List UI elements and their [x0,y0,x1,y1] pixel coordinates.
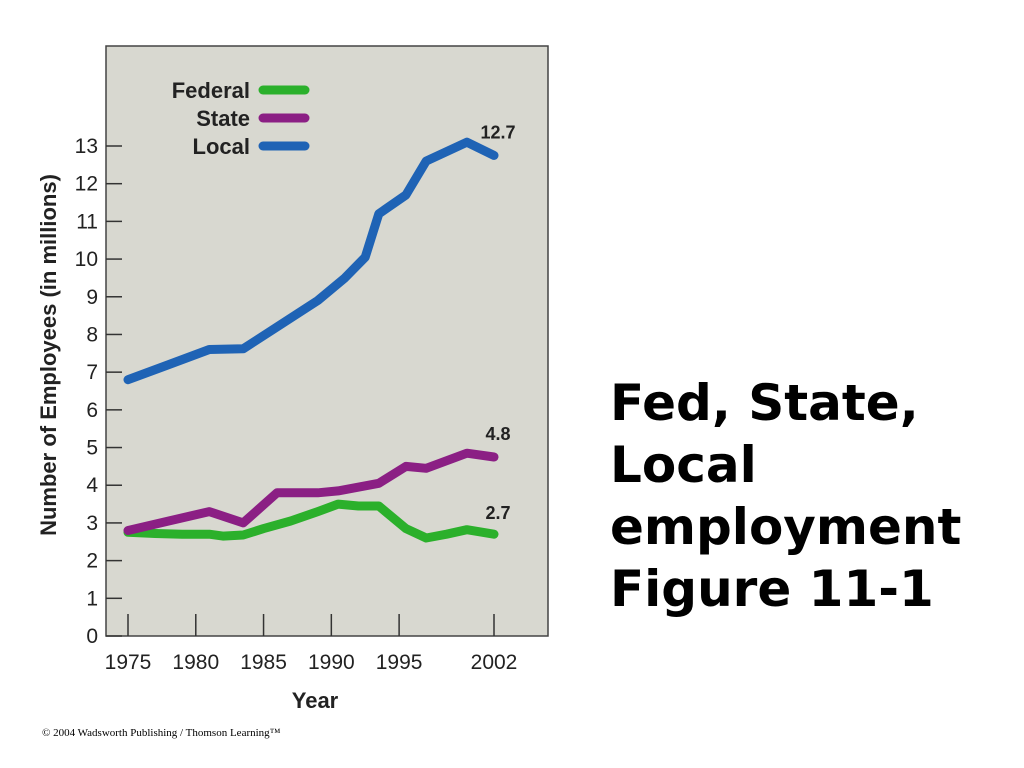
slide-title: Fed, State, Local employment Figure 11-1 [610,372,1010,620]
x-tick-label: 1980 [172,651,219,674]
y-tick-label: 4 [86,474,98,497]
series-line-state [123,448,499,535]
series-line-local [123,137,499,385]
slide-title-line: Fed, State, [610,374,919,432]
legend: Federal State Local [172,78,310,159]
y-tick-label: 5 [86,437,98,460]
legend-label-state: State [196,106,250,131]
slide-title-line: Local [610,436,757,494]
x-tick-label: 1985 [240,651,287,674]
x-axis-title: Year [292,688,339,713]
y-tick-label: 6 [86,399,98,422]
y-tick-label: 10 [75,248,98,271]
y-tick-label: 13 [75,135,98,158]
end-value-label-local: 12.7 [480,122,515,142]
y-tick-label: 2 [86,550,98,573]
slide-title-line: employment [610,498,962,556]
x-axis: 1975 1980 1985 1990 1995 2002 [105,614,518,674]
y-tick-label: 1 [86,587,98,610]
y-tick-label: 7 [86,361,98,384]
y-axis-title: Number of Employees (in millions) [36,174,61,536]
y-tick-label: 12 [75,173,98,196]
x-tick-label: 1990 [308,651,355,674]
y-tick-label: 8 [86,323,98,346]
x-tick-label: 1975 [105,651,152,674]
legend-label-federal: Federal [172,78,250,103]
y-tick-label: 0 [86,625,98,648]
end-value-label-state: 4.8 [485,424,510,444]
y-tick-label: 11 [76,210,98,233]
y-tick-label: 9 [86,286,98,309]
x-tick-label: 2002 [471,651,518,674]
y-tick-label: 3 [86,512,98,535]
slide-title-line: Figure 11-1 [610,560,934,618]
end-value-label-federal: 2.7 [485,503,510,523]
series-line-federal [123,499,499,543]
legend-label-local: Local [193,134,250,159]
x-tick-label: 1995 [376,651,423,674]
copyright-notice: © 2004 Wadsworth Publishing / Thomson Le… [42,727,281,739]
